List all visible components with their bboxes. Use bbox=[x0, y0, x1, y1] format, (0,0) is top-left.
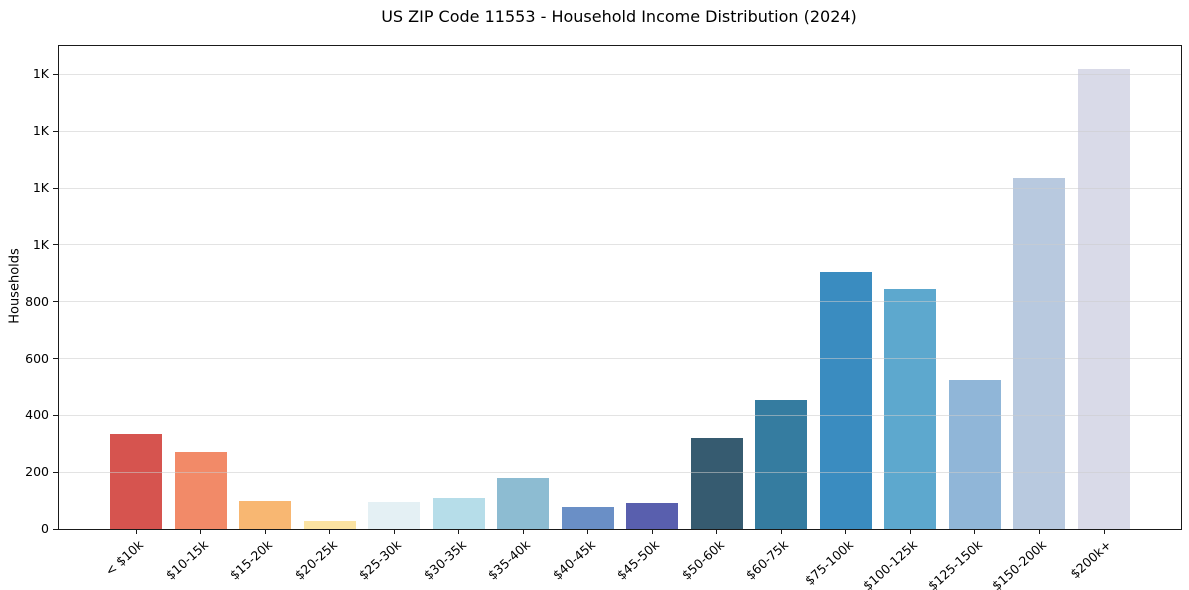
gridline bbox=[59, 244, 1181, 246]
x-tick-mark bbox=[845, 529, 847, 534]
y-tick-mark bbox=[53, 73, 59, 75]
y-tick-mark bbox=[53, 301, 59, 303]
bar-$25-30k bbox=[368, 502, 421, 529]
bar-< $10k bbox=[110, 433, 162, 529]
y-tick-label: 1K bbox=[32, 123, 49, 139]
gridline bbox=[59, 414, 1181, 416]
bar-$60-75k bbox=[755, 399, 808, 529]
bar-$15-20k bbox=[239, 500, 292, 529]
x-tick-mark bbox=[393, 529, 395, 534]
chart-title: US ZIP Code 11553 - Household Income Dis… bbox=[381, 7, 857, 26]
bar-$45-50k bbox=[626, 502, 679, 529]
gridline bbox=[59, 358, 1181, 360]
y-tick-label: 400 bbox=[25, 407, 49, 423]
bar-$40-45k bbox=[561, 507, 614, 529]
bar-$30-35k bbox=[432, 497, 485, 529]
y-tick-mark bbox=[53, 528, 59, 530]
gridline bbox=[59, 187, 1181, 189]
bar-$75-100k bbox=[819, 271, 872, 529]
x-tick-mark bbox=[716, 529, 718, 534]
gridline bbox=[59, 73, 1181, 75]
x-tick-mark bbox=[974, 529, 976, 534]
y-tick-label: 1K bbox=[32, 66, 49, 82]
y-tick-label: 800 bbox=[25, 293, 49, 309]
x-tick-mark bbox=[909, 529, 911, 534]
x-tick-mark bbox=[587, 529, 589, 534]
x-tick-label: < $10k bbox=[102, 537, 147, 579]
y-tick-mark bbox=[53, 244, 59, 246]
y-tick-label: 0 bbox=[41, 521, 49, 536]
y-tick-mark bbox=[53, 358, 59, 360]
gridline bbox=[59, 130, 1181, 132]
x-tick-mark bbox=[264, 529, 266, 534]
x-tick-mark bbox=[1038, 529, 1040, 534]
y-tick-label: 1K bbox=[32, 180, 49, 196]
y-tick-label: 1K bbox=[32, 236, 49, 252]
x-tick-mark bbox=[458, 529, 460, 534]
y-tick-mark bbox=[53, 414, 59, 416]
plot-area: 0 200 400 600 800 1K 1K 1K 1K < $10k $10-15k $15-20… bbox=[25, 45, 1182, 590]
y-tick-mark bbox=[53, 187, 59, 189]
bar-$150-200k bbox=[1013, 178, 1066, 529]
bar-$100-125k bbox=[884, 288, 937, 529]
x-tick-mark bbox=[780, 529, 782, 534]
gridline bbox=[59, 301, 1181, 303]
bar-$35-40k bbox=[497, 477, 550, 529]
x-tick-mark bbox=[329, 529, 331, 534]
bar-$50-60k bbox=[690, 438, 743, 529]
x-tick-mark bbox=[135, 529, 137, 534]
y-tick-mark bbox=[53, 130, 59, 132]
x-tick-mark bbox=[200, 529, 202, 534]
y-axis-label: Households bbox=[7, 248, 23, 324]
bar-$20-25k bbox=[303, 521, 356, 529]
x-tick-mark bbox=[651, 529, 653, 534]
gridline bbox=[59, 471, 1181, 473]
bar-$10-15k bbox=[174, 452, 227, 529]
x-tick-mark bbox=[1103, 529, 1105, 534]
y-tick-label: 600 bbox=[25, 350, 49, 366]
x-tick-mark bbox=[522, 529, 524, 534]
bar-$200k+ bbox=[1078, 68, 1130, 529]
y-tick-label: 200 bbox=[25, 464, 49, 480]
y-tick-mark bbox=[53, 471, 59, 473]
bar-$125-150k bbox=[948, 379, 1001, 529]
